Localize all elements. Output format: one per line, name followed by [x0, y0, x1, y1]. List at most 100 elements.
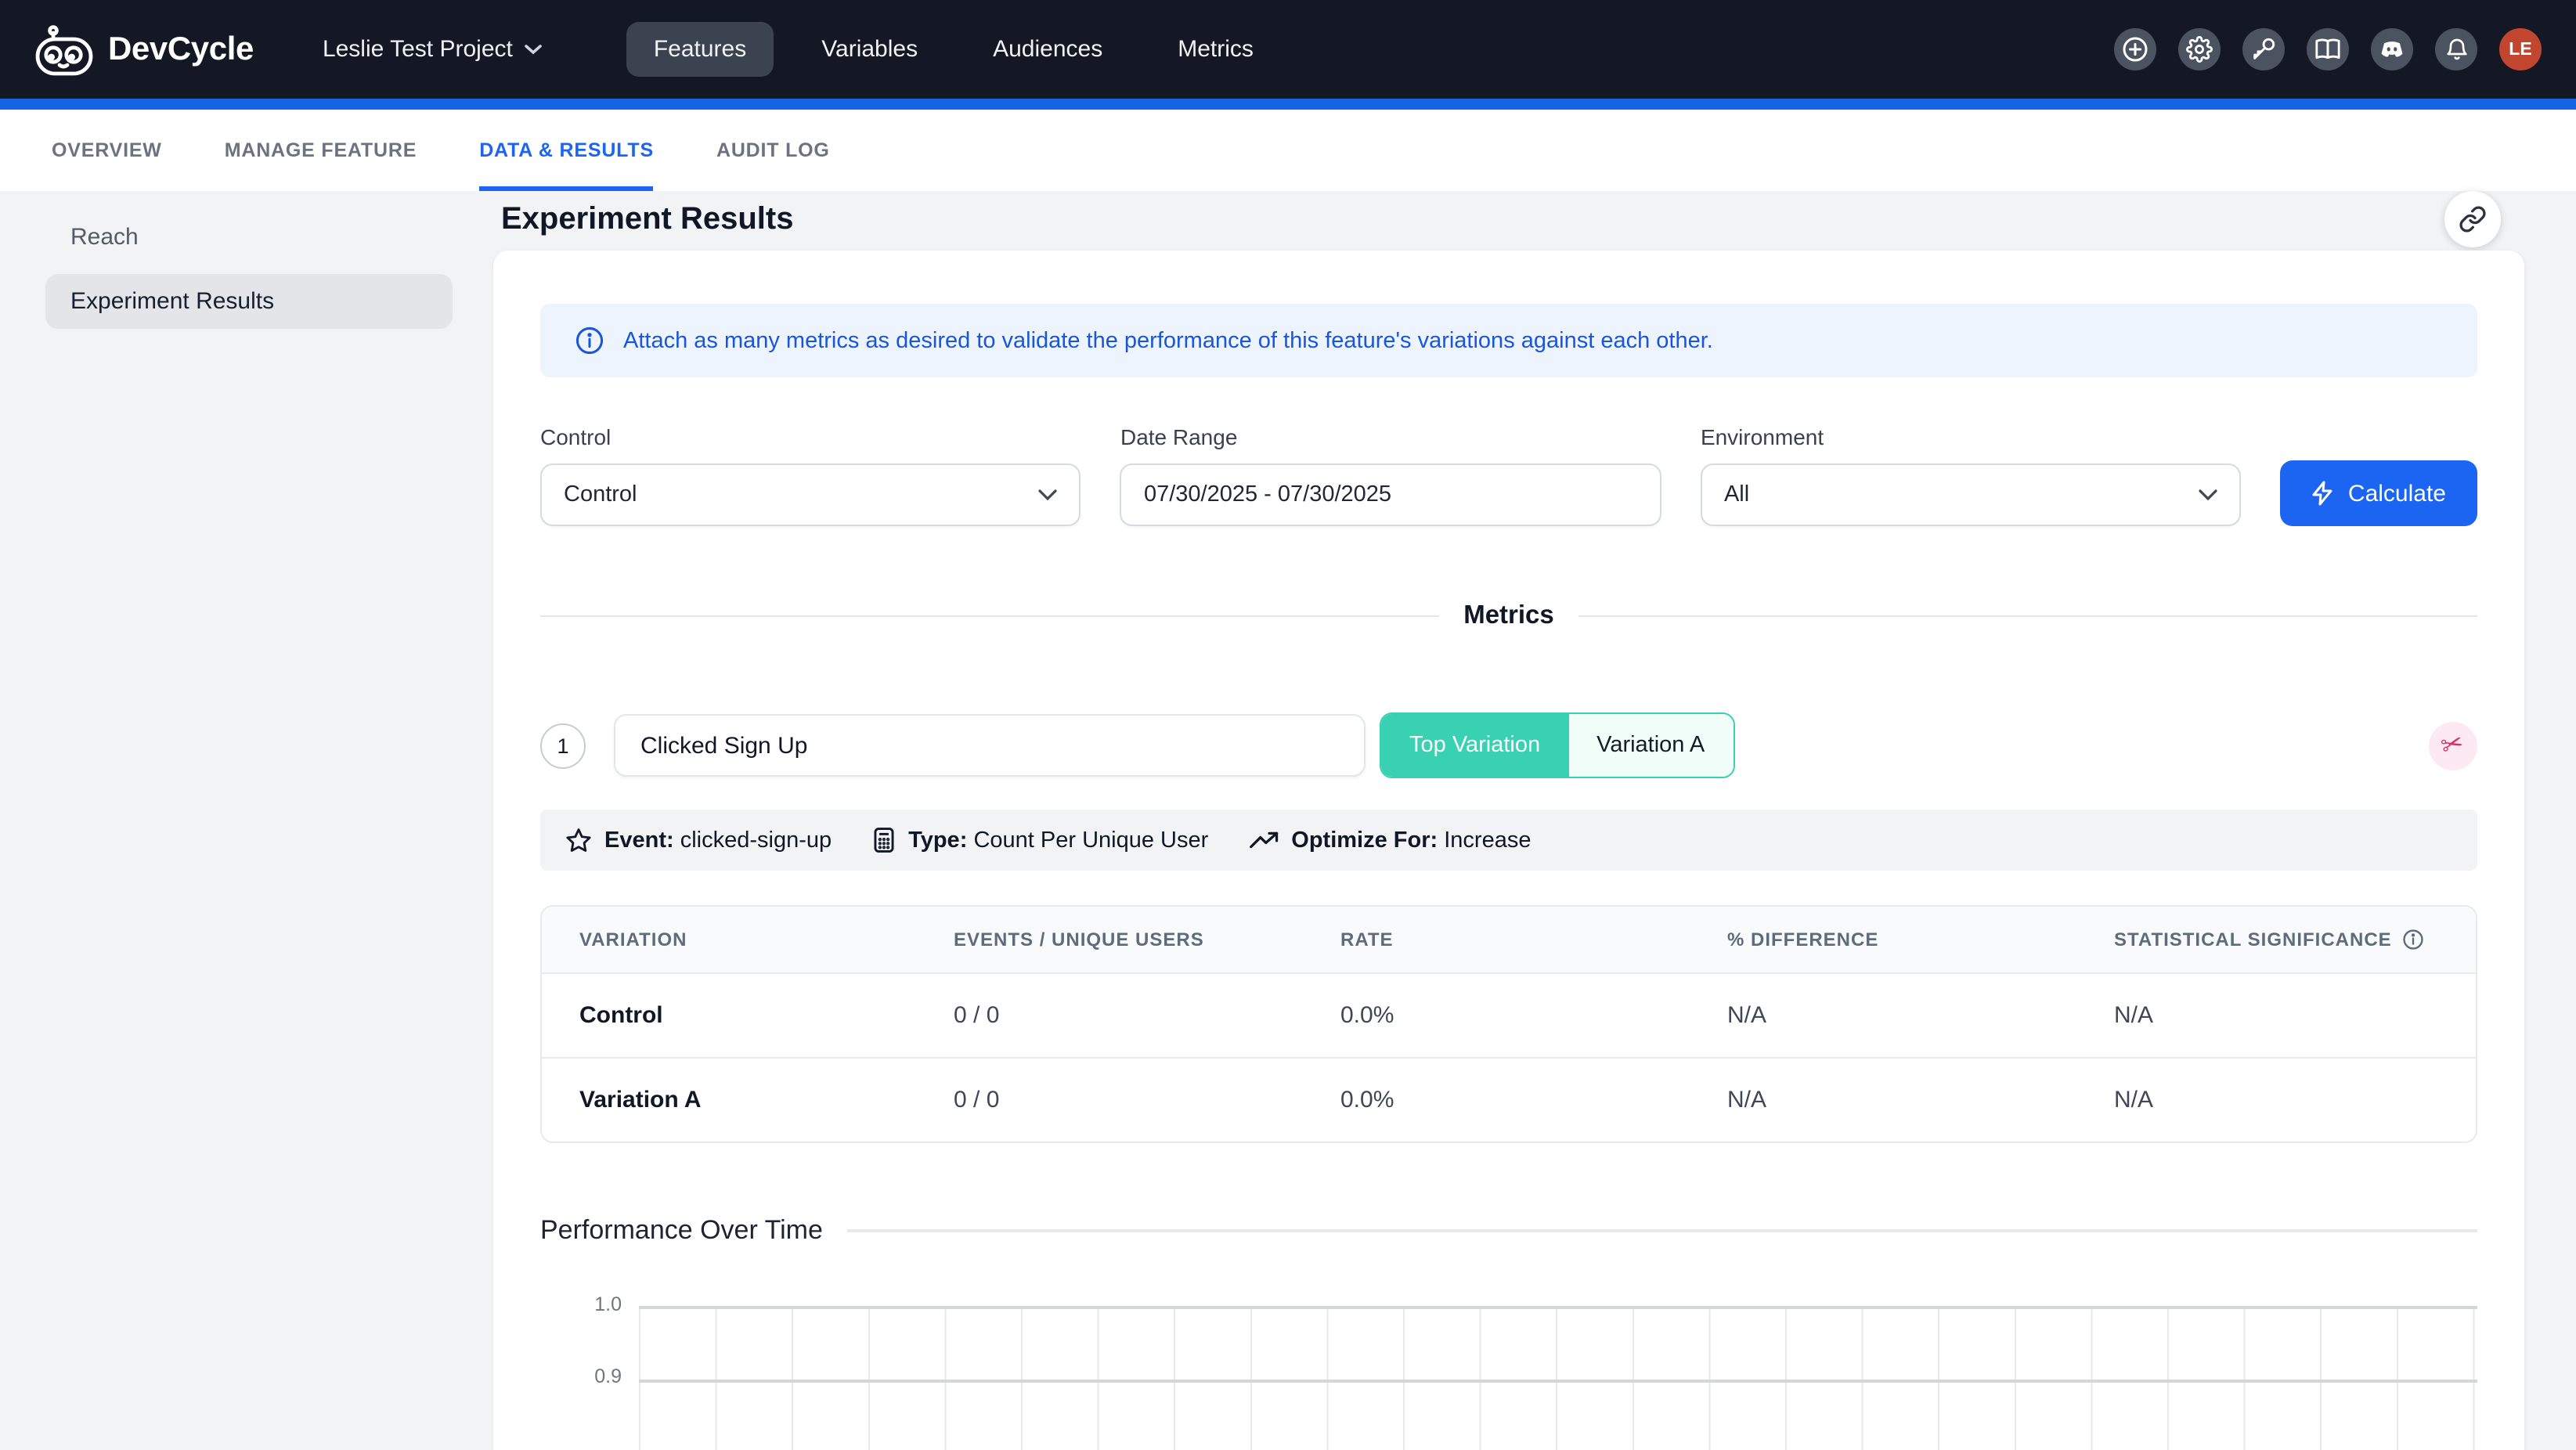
metric-name-input[interactable]	[614, 714, 1366, 777]
performance-section-header: Performance Over Time	[540, 1215, 2477, 1246]
environment-select-value: All	[1724, 482, 1749, 507]
type-label: Type:	[908, 828, 967, 853]
variation-toggle: Top Variation Variation A	[1380, 712, 1734, 778]
metrics-divider: Metrics	[540, 601, 2477, 631]
results-sidebar: Reach Experiment Results	[0, 191, 470, 1450]
cell-significance: N/A	[2089, 1057, 2476, 1142]
date-range-field: Date Range 07/30/2025 - 07/30/2025	[1120, 424, 1661, 526]
page-header: Experiment Results	[470, 191, 2545, 247]
docs-button[interactable]	[2307, 28, 2349, 70]
event-label: Event:	[604, 828, 674, 853]
scissors-icon: ✂	[2438, 727, 2468, 763]
calculate-button[interactable]: Calculate	[2281, 460, 2477, 526]
remove-metric-button[interactable]: ✂	[2429, 721, 2477, 770]
col-rate: RATE	[1315, 907, 1702, 972]
control-select[interactable]: Control	[540, 463, 1081, 526]
link-icon	[2459, 205, 2487, 233]
trending-up-icon	[1249, 830, 1279, 850]
star-icon	[565, 827, 592, 853]
copy-link-button[interactable]	[2444, 191, 2501, 247]
devcycle-logo[interactable]: DevCycle	[34, 23, 254, 76]
event-value: clicked-sign-up	[680, 828, 832, 853]
cell-rate: 0.0%	[1315, 972, 1702, 1057]
page-title: Experiment Results	[501, 201, 793, 237]
col-variation: VARIATION	[542, 907, 929, 972]
key-icon	[2250, 36, 2277, 63]
create-button[interactable]	[2114, 28, 2156, 70]
info-icon[interactable]	[2403, 929, 2425, 950]
cell-events: 0 / 0	[929, 972, 1315, 1057]
navbar-actions: LE	[2114, 28, 2542, 70]
section-divider-line	[848, 1229, 2477, 1232]
calculate-label: Calculate	[2348, 480, 2446, 507]
toggle-top-variation[interactable]: Top Variation	[1381, 714, 1568, 777]
info-icon	[575, 326, 604, 355]
performance-chart: 1.0 0.9	[540, 1306, 2477, 1450]
col-difference: % DIFFERENCE	[1702, 907, 2089, 972]
metric-row: 1 Top Variation Variation A ✂	[540, 712, 2477, 778]
col-statistical-significance: STATISTICAL SIGNIFICANCE	[2089, 907, 2476, 972]
sidebar-item-experiment-results[interactable]: Experiment Results	[45, 274, 453, 329]
divider-line	[540, 615, 1438, 617]
brand-name: DevCycle	[108, 31, 254, 68]
notifications-button[interactable]	[2435, 28, 2477, 70]
api-keys-button[interactable]	[2242, 28, 2285, 70]
nav-link-features[interactable]: Features	[627, 22, 773, 77]
environment-label: Environment	[1701, 424, 2242, 449]
metric-index-badge: 1	[540, 723, 586, 768]
feature-tabs: OVERVIEW MANAGE FEATURE DATA & RESULTS A…	[0, 110, 2576, 191]
toggle-variation-a[interactable]: Variation A	[1568, 714, 1733, 777]
table-row-variation-a: Variation A 0 / 0 0.0% N/A N/A	[542, 1057, 2476, 1142]
calculator-icon	[872, 827, 896, 853]
metric-summary-bar: Event: clicked-sign-up Type: Count Per U…	[540, 810, 2477, 871]
sidebar-item-reach[interactable]: Reach	[45, 210, 453, 265]
nav-link-variables[interactable]: Variables	[795, 22, 944, 77]
date-range-input[interactable]: 07/30/2025 - 07/30/2025	[1120, 463, 1661, 526]
user-avatar[interactable]: LE	[2499, 28, 2542, 70]
tab-audit-log[interactable]: AUDIT LOG	[716, 110, 830, 191]
settings-button[interactable]	[2178, 28, 2221, 70]
environment-select[interactable]: All	[1701, 463, 2242, 526]
plus-circle-icon	[2122, 36, 2148, 63]
cell-variation: Control	[542, 972, 929, 1057]
col-events-unique-users: EVENTS / UNIQUE USERS	[929, 907, 1315, 972]
environment-field: Environment All	[1701, 424, 2242, 526]
date-range-label: Date Range	[1120, 424, 1661, 449]
accent-bar	[0, 99, 2576, 110]
optimize-label: Optimize For:	[1291, 828, 1438, 853]
cell-difference: N/A	[1702, 972, 2089, 1057]
tab-data-results[interactable]: DATA & RESULTS	[479, 110, 654, 191]
control-field: Control Control	[540, 424, 1081, 526]
tab-manage-feature[interactable]: MANAGE FEATURE	[225, 110, 417, 191]
primary-nav: Features Variables Audiences Metrics	[627, 22, 1280, 77]
tab-overview[interactable]: OVERVIEW	[52, 110, 162, 191]
discord-button[interactable]	[2371, 28, 2413, 70]
nav-link-metrics[interactable]: Metrics	[1151, 22, 1280, 77]
nav-link-audiences[interactable]: Audiences	[966, 22, 1129, 77]
content-area: Reach Experiment Results Experiment Resu…	[0, 191, 2576, 1450]
gear-icon	[2186, 36, 2213, 63]
control-label: Control	[540, 424, 1081, 449]
metrics-divider-label: Metrics	[1463, 601, 1554, 631]
main-panel: Experiment Results Attach as many metric…	[470, 191, 2576, 1450]
cell-difference: N/A	[1702, 1057, 2089, 1142]
top-navbar: DevCycle Leslie Test Project Features Va…	[0, 0, 2576, 99]
table-row-control: Control 0 / 0 0.0% N/A N/A	[542, 972, 2476, 1057]
performance-title: Performance Over Time	[540, 1215, 823, 1246]
divider-line	[1579, 615, 2477, 617]
book-icon	[2314, 36, 2341, 63]
optimize-value: Increase	[1444, 828, 1531, 853]
banner-text: Attach as many metrics as desired to val…	[623, 328, 1713, 353]
cell-events: 0 / 0	[929, 1057, 1315, 1142]
calculation-controls: Control Control Date Range 07/30/2025 - …	[540, 424, 2477, 526]
control-select-value: Control	[564, 482, 637, 507]
chevron-down-icon	[2199, 489, 2218, 501]
type-value: Count Per Unique User	[973, 828, 1208, 853]
chevron-down-icon	[1039, 489, 1058, 501]
chevron-down-icon	[525, 44, 543, 55]
project-selector[interactable]: Leslie Test Project	[323, 36, 543, 63]
cell-variation: Variation A	[542, 1057, 929, 1142]
devcycle-robot-icon	[34, 23, 94, 76]
avatar-initials: LE	[2509, 40, 2531, 59]
date-range-value: 07/30/2025 - 07/30/2025	[1144, 482, 1391, 507]
